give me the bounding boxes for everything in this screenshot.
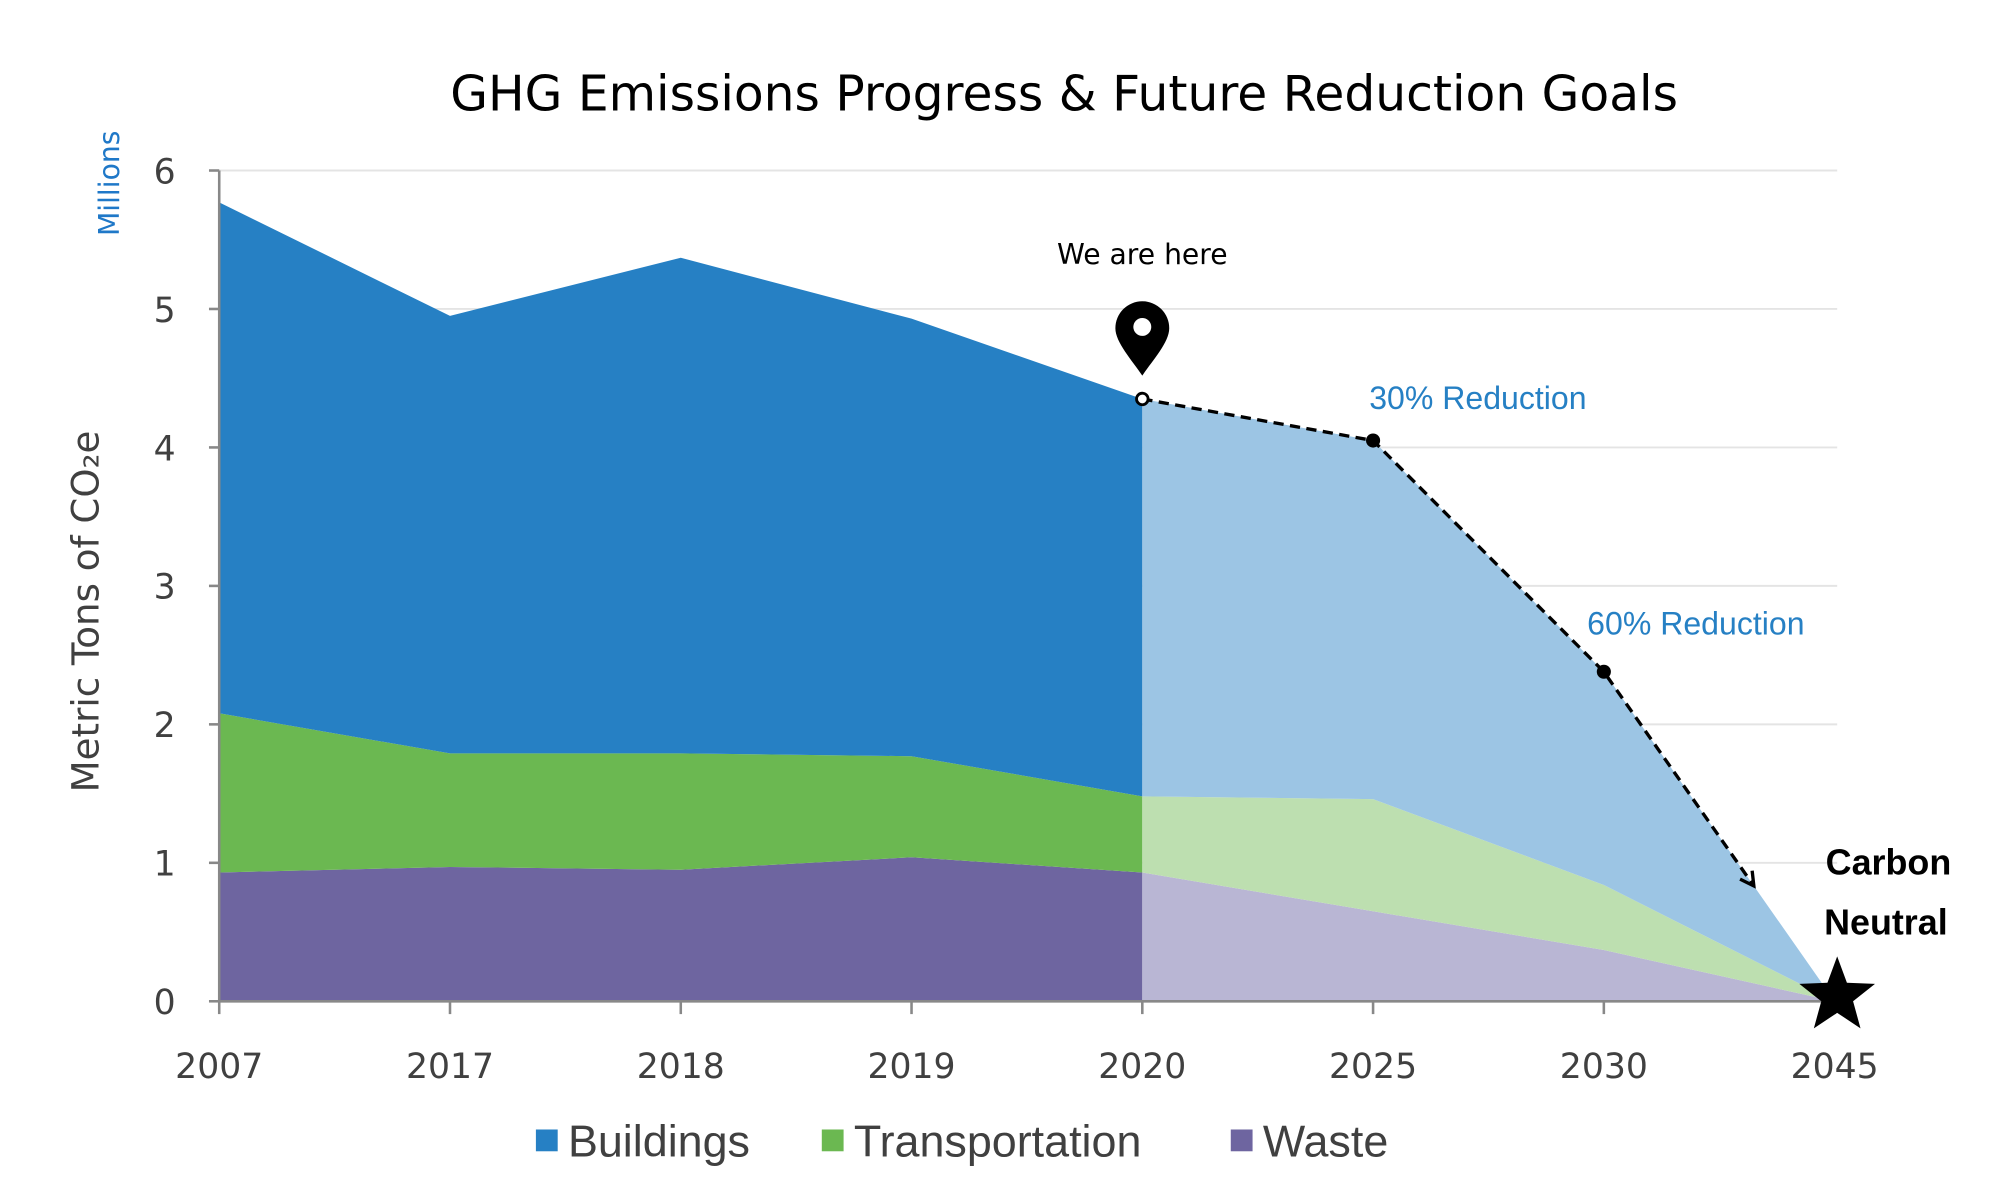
y-tick-labels: 0 1 2 3 4 5 6 bbox=[154, 152, 176, 1023]
x-tick-label: 2019 bbox=[867, 1047, 955, 1087]
goal-arrowhead bbox=[1739, 870, 1756, 889]
y-tick-label: 0 bbox=[154, 983, 176, 1023]
y-tick-label: 1 bbox=[154, 845, 176, 885]
x-tick-label: 2017 bbox=[406, 1047, 494, 1087]
legend-swatch-buildings bbox=[535, 1129, 558, 1152]
goal-2030-label: 60% Reduction bbox=[1587, 606, 1804, 642]
x-tick-label: 2018 bbox=[637, 1047, 725, 1087]
goal-point bbox=[1366, 433, 1381, 448]
goal-2025-label: 30% Reduction bbox=[1369, 380, 1586, 416]
y-axis-label: Metric Tons of CO₂e bbox=[64, 431, 108, 793]
y-tick-label: 4 bbox=[154, 429, 176, 469]
axes bbox=[208, 169, 1838, 1015]
x-tick-label: 2020 bbox=[1098, 1047, 1186, 1087]
legend-label-transportation: Transportation bbox=[854, 1115, 1142, 1166]
y-tick-label: 2 bbox=[154, 706, 176, 746]
y-tick-label: 3 bbox=[154, 568, 176, 608]
y-units-label: Millions bbox=[93, 131, 126, 236]
star-icon bbox=[1799, 956, 1875, 1029]
area-buildings-projection bbox=[1142, 398, 1835, 1002]
legend-swatch-waste bbox=[1230, 1129, 1253, 1152]
we-are-here-label: We are here bbox=[1057, 238, 1228, 271]
y-tick-label: 6 bbox=[154, 152, 176, 192]
legend-label-waste: Waste bbox=[1263, 1115, 1388, 1166]
map-pin-icon bbox=[1115, 301, 1170, 376]
x-tick-labels: 2007 2017 2018 2019 2020 2025 2030 2045 bbox=[175, 1047, 1878, 1087]
legend-label-buildings: Buildings bbox=[568, 1115, 750, 1166]
area-transportation-actual bbox=[219, 713, 1143, 873]
goal-dashed-line bbox=[1142, 397, 1756, 887]
chart-title: GHG Emissions Progress & Future Reductio… bbox=[450, 66, 1678, 122]
goal-point-current bbox=[1135, 391, 1150, 407]
area-waste-actual bbox=[219, 857, 1143, 1002]
area-buildings-actual bbox=[219, 202, 1143, 797]
carbon-neutral-label-line2: Neutral bbox=[1824, 903, 1948, 943]
x-tick-label: 2025 bbox=[1329, 1047, 1417, 1087]
legend: Buildings Transportation Waste bbox=[535, 1115, 1388, 1166]
goal-point bbox=[1596, 664, 1611, 679]
carbon-neutral-label-line1: Carbon bbox=[1826, 842, 1952, 882]
area-waste-projection bbox=[1142, 872, 1835, 1002]
stacked-areas bbox=[219, 202, 1835, 1002]
x-tick-label: 2007 bbox=[175, 1047, 263, 1087]
legend-swatch-transportation bbox=[821, 1129, 844, 1152]
goal-path bbox=[1135, 391, 1756, 889]
y-tick-label: 5 bbox=[154, 291, 176, 331]
area-transportation-projection bbox=[1142, 796, 1835, 1002]
x-tick-label: 2030 bbox=[1560, 1047, 1648, 1087]
x-tick-label: 2045 bbox=[1791, 1047, 1879, 1087]
